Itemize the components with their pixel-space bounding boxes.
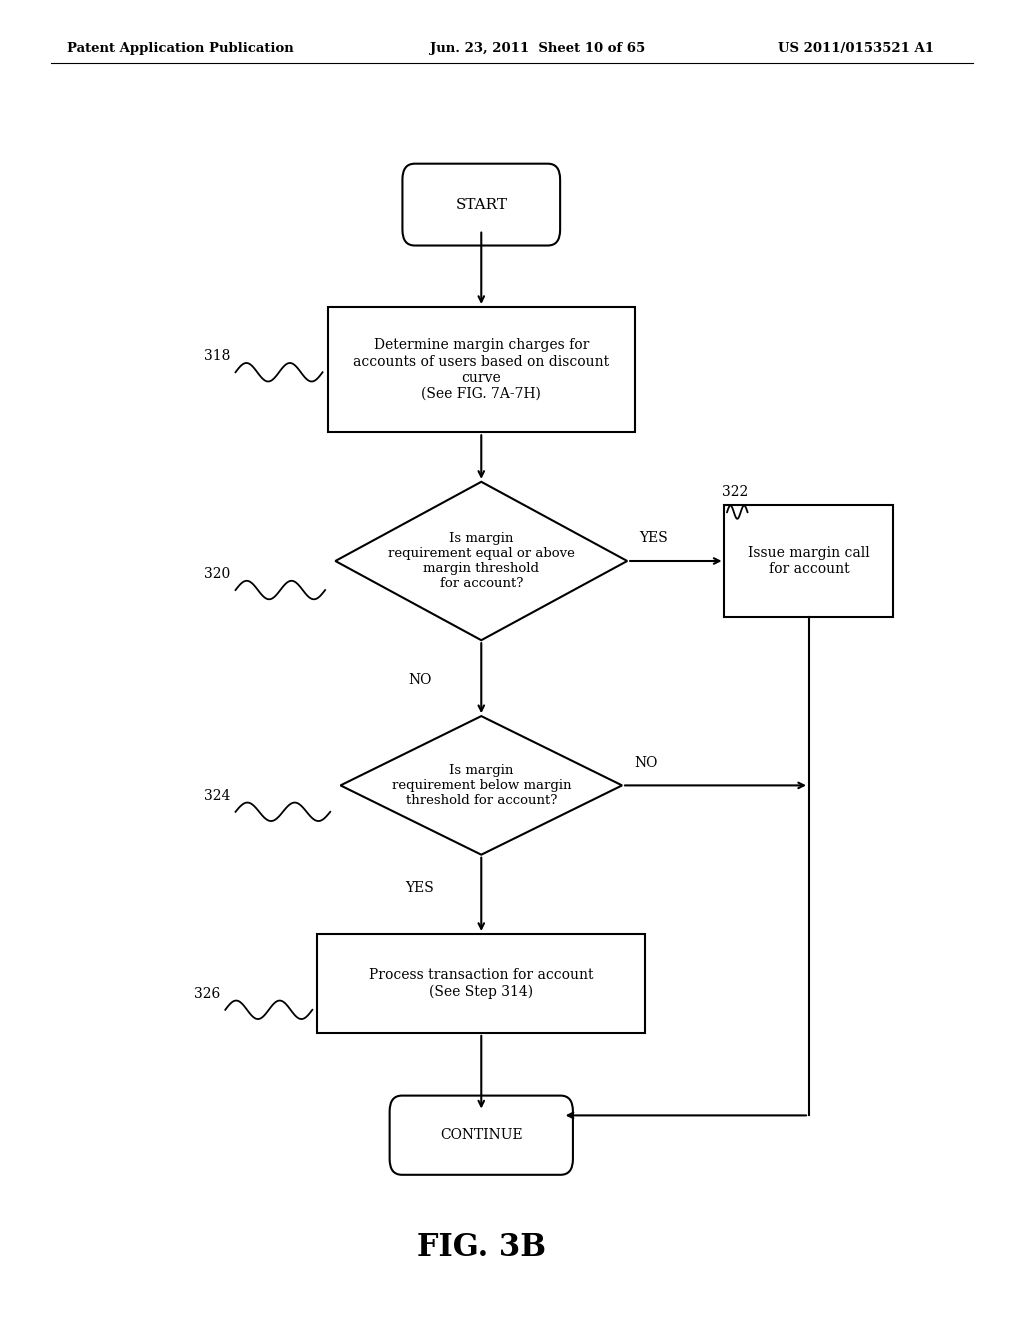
Text: US 2011/0153521 A1: US 2011/0153521 A1: [778, 42, 934, 55]
Text: NO: NO: [409, 673, 431, 688]
Text: Issue margin call
for account: Issue margin call for account: [749, 546, 869, 576]
Text: 324: 324: [204, 789, 230, 803]
Text: Jun. 23, 2011  Sheet 10 of 65: Jun. 23, 2011 Sheet 10 of 65: [430, 42, 645, 55]
Bar: [725, 506, 893, 618]
Text: Determine margin charges for
accounts of users based on discount
curve
(See FIG.: Determine margin charges for accounts of…: [353, 338, 609, 401]
Text: 318: 318: [204, 350, 230, 363]
Text: CONTINUE: CONTINUE: [440, 1129, 522, 1142]
Text: 326: 326: [194, 987, 220, 1001]
Text: Patent Application Publication: Patent Application Publication: [67, 42, 293, 55]
Text: 322: 322: [722, 484, 749, 499]
FancyBboxPatch shape: [402, 164, 560, 246]
Bar: [317, 935, 645, 1032]
Bar: [328, 308, 635, 433]
Text: Process transaction for account
(See Step 314): Process transaction for account (See Ste…: [369, 968, 594, 999]
Polygon shape: [340, 715, 622, 855]
Text: START: START: [456, 198, 507, 211]
Text: Is margin
requirement equal or above
margin threshold
for account?: Is margin requirement equal or above mar…: [388, 532, 574, 590]
FancyBboxPatch shape: [389, 1096, 572, 1175]
Polygon shape: [336, 482, 627, 640]
Text: FIG. 3B: FIG. 3B: [417, 1232, 546, 1263]
Text: YES: YES: [639, 531, 669, 545]
Text: 320: 320: [204, 568, 230, 581]
Text: YES: YES: [406, 882, 434, 895]
Text: Is margin
requirement below margin
threshold for account?: Is margin requirement below margin thres…: [391, 764, 571, 807]
Text: NO: NO: [634, 755, 657, 770]
